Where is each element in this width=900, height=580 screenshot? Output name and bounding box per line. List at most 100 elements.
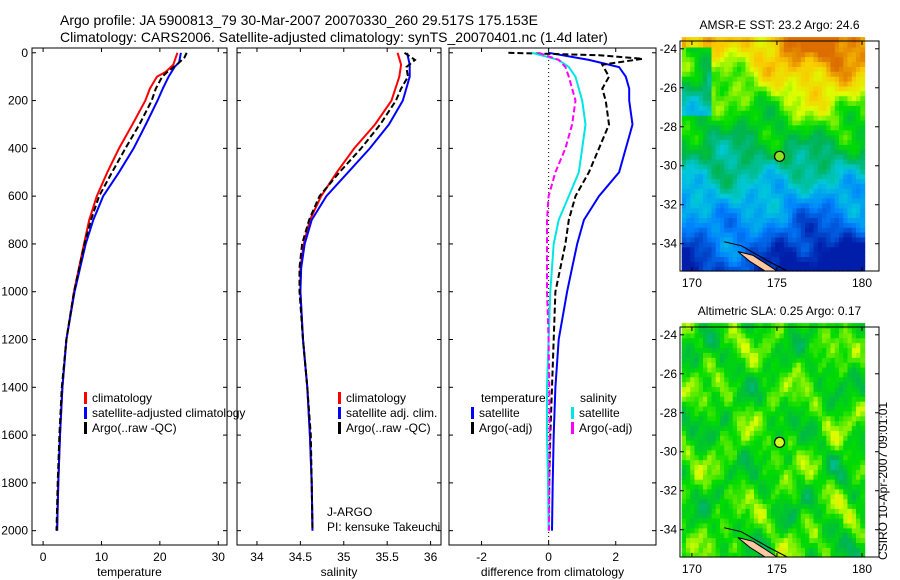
map-cell (809, 251, 815, 257)
map-cell (724, 503, 730, 509)
map-cell (775, 232, 781, 238)
map-cell (830, 46, 836, 53)
map-cell (809, 415, 815, 422)
map-cell (809, 396, 815, 402)
map-cell (703, 42, 708, 48)
map-cell (728, 542, 734, 548)
map-cell (813, 115, 819, 121)
map-cell (698, 81, 704, 87)
map-cell (703, 479, 708, 485)
map-cell (715, 178, 721, 184)
map-cell (779, 410, 785, 417)
map-cell (839, 178, 844, 184)
map-cell (809, 513, 815, 519)
map-cell (724, 381, 730, 388)
map-cell (732, 217, 738, 223)
map-cell (766, 459, 772, 465)
map-cell (749, 488, 755, 495)
map-cell (843, 410, 849, 417)
map-cell (741, 227, 747, 233)
map-cell (732, 163, 738, 170)
map-cell (707, 236, 713, 243)
map-cell (762, 449, 768, 456)
map-cell (754, 90, 759, 97)
map-cell (732, 347, 738, 353)
map-cell (796, 537, 802, 543)
map-cell (822, 149, 827, 155)
map-cell (843, 110, 849, 116)
y-tick-label: -28 (660, 120, 678, 134)
map-cell (860, 508, 866, 514)
map-cell (754, 498, 759, 504)
map-cell (758, 444, 764, 451)
map-cell (732, 337, 738, 344)
map-cell (851, 474, 857, 480)
map-cell (796, 405, 802, 412)
map-cell (860, 357, 866, 363)
map-cell (762, 193, 768, 199)
map-cell (745, 401, 751, 407)
map-cell (834, 154, 840, 160)
map-cell (737, 212, 742, 218)
map-cell (728, 76, 734, 82)
map-cell (860, 547, 866, 553)
map-cell (779, 386, 785, 392)
map-cell (694, 251, 700, 257)
map-cell (703, 518, 708, 524)
map-cell (851, 493, 857, 500)
map-cell (745, 547, 751, 553)
map-cell (686, 85, 691, 92)
map-cell (754, 119, 759, 126)
map-cell (851, 76, 857, 82)
map-cell (694, 42, 700, 48)
map-cell (703, 232, 708, 238)
map-cell (758, 66, 764, 72)
map-cell (698, 479, 704, 485)
map-cell (724, 347, 730, 353)
map-cell (822, 46, 827, 53)
map-cell (749, 173, 755, 179)
map-cell (749, 513, 755, 519)
map-cell (762, 154, 768, 160)
map-cell (851, 207, 857, 214)
map-cell (720, 236, 725, 243)
map-cell (783, 42, 789, 48)
map-cell (754, 430, 759, 436)
map-cell (788, 183, 793, 189)
map-cell (686, 37, 691, 43)
map-cell (762, 459, 768, 465)
map-cell (792, 90, 798, 97)
map-cell (766, 85, 772, 92)
map-cell (690, 149, 696, 155)
map-cell (822, 474, 827, 480)
map-cell (839, 37, 844, 43)
map-cell (694, 178, 700, 184)
map-cell (860, 415, 866, 422)
map-cell (681, 513, 687, 519)
map-cell (711, 197, 717, 204)
map-cell (771, 376, 776, 383)
map-cell (775, 391, 781, 397)
map-cell (856, 178, 861, 184)
map-cell (847, 503, 853, 509)
map-cell (847, 183, 853, 189)
map-cell (686, 251, 691, 257)
map-cell (839, 119, 844, 126)
map-cell (822, 37, 827, 43)
map-cell (792, 105, 798, 111)
map-cell (775, 163, 781, 170)
map-cell (783, 183, 789, 189)
map-cell (771, 352, 776, 358)
map-cell (851, 498, 857, 504)
map-cell (839, 401, 844, 407)
map-cell (851, 522, 857, 529)
map-cell (711, 483, 717, 490)
map-cell (703, 217, 708, 223)
map-cell (715, 71, 721, 77)
map-cell (766, 241, 772, 248)
map-cell (711, 37, 717, 43)
map-cell (715, 440, 721, 446)
map-cell (720, 518, 725, 524)
map-cell (758, 503, 764, 509)
